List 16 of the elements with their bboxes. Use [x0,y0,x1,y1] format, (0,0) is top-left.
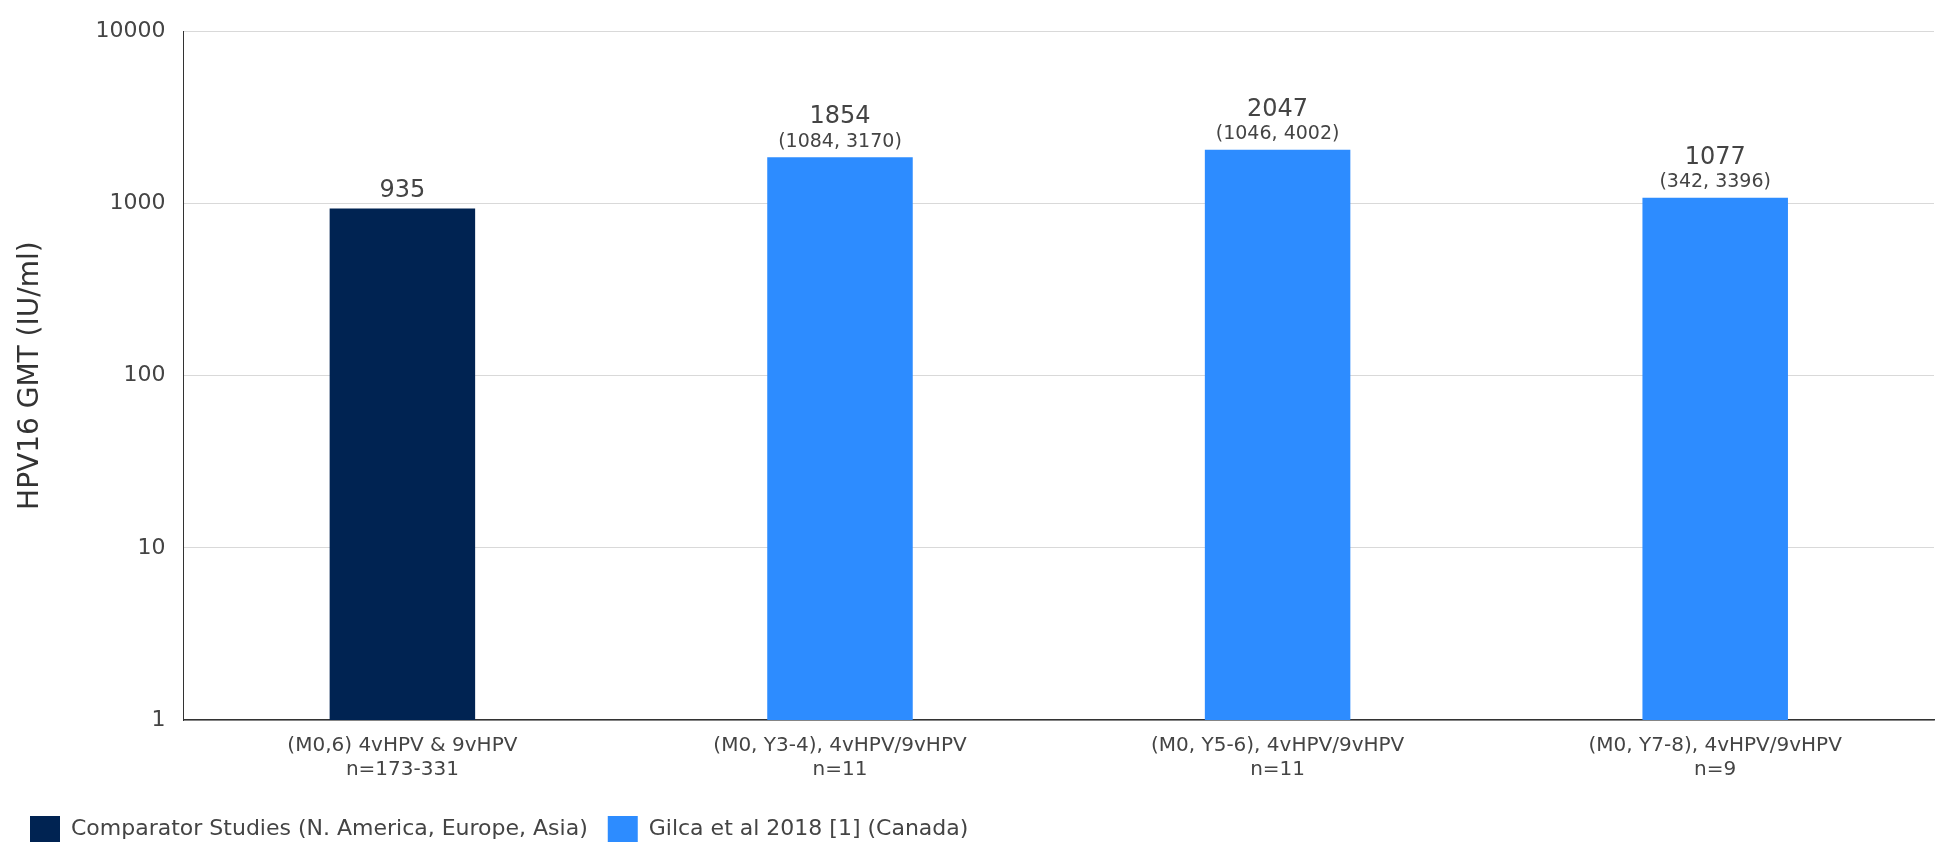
data-label: 935 [379,174,426,203]
data-label: 2047 (1046, 4002) [1215,94,1340,144]
y-tick-label: 1 [151,705,166,731]
legend-label: Gilca et al 2018 [1] (Canada) [648,814,969,840]
y-axis-title: HPV16 GMT (IU/ml) [12,241,46,510]
y-tick-label: 10000 [95,16,166,42]
x-tick-label: (M0, Y5-6), 4vHPV/9vHPV n=11 [1150,732,1405,781]
x-tick-label: (M0, Y7-8), 4vHPV/9vHPV n=9 [1588,732,1843,781]
y-tick-label: 1000 [109,189,166,215]
y-tick-label: 100 [123,361,166,387]
legend-label: Comparator Studies (N. America, Europe, Asia) [71,814,588,840]
y-tick-label: 10 [137,533,166,559]
data-label: 1854 (1084, 3170) [778,101,902,151]
x-tick-label: (M0, Y3-4), 4vHPV/9vHPV n=11 [713,732,967,781]
data-label: 1077 (342, 3396) [1659,142,1771,192]
x-tick-label: (M0,6) 4vHPV & 9vHPV n=173-331 [287,732,518,781]
